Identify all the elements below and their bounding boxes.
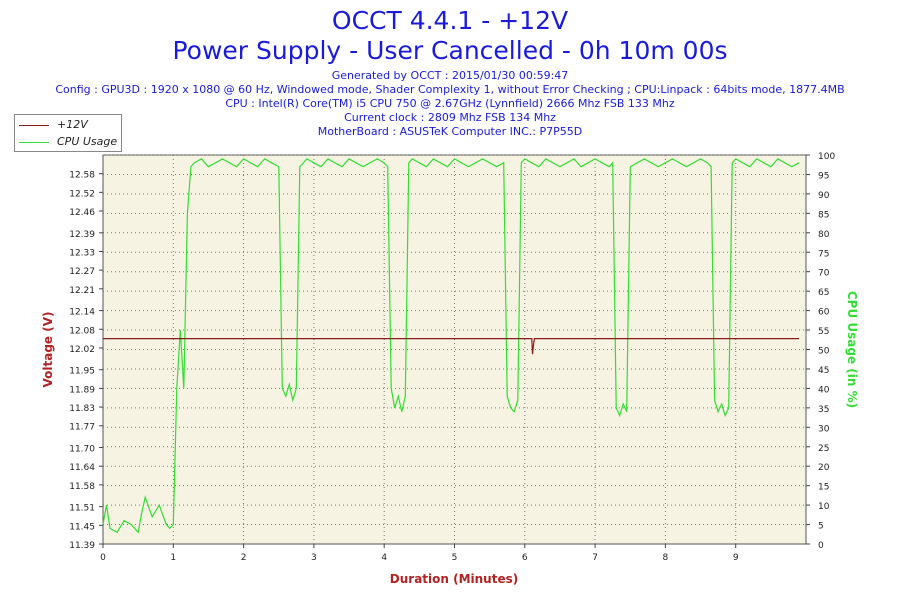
legend-swatch-voltage (19, 125, 49, 126)
y-left-tick-label: 11.83 (69, 404, 95, 414)
legend: +12V CPU Usage (14, 114, 122, 152)
y-left-tick-label: 12.27 (69, 267, 95, 277)
info-line-motherboard: MotherBoard : ASUSTeK Computer INC.: P7P… (317, 125, 583, 138)
y-right-tick-label: 60 (818, 308, 830, 318)
y-right-tick-label: 70 (818, 269, 830, 279)
y-left-tick-label: 12.39 (69, 230, 95, 240)
chart-title: OCCT 4.4.1 - +12V (331, 6, 569, 35)
y-right-tick-label: 0 (818, 541, 824, 551)
y-right-tick-label: 55 (818, 327, 829, 337)
y-left-tick-label: 11.64 (69, 463, 95, 473)
y-right-tick-label: 45 (818, 366, 829, 376)
y-right-tick-label: 90 (818, 191, 830, 201)
y-left-axis-label: Voltage (V) (41, 312, 55, 388)
y-right-tick-label: 30 (818, 424, 830, 434)
x-tick-label: 8 (663, 553, 669, 563)
x-tick-label: 9 (733, 553, 739, 563)
y-right-tick-label: 100 (818, 152, 835, 162)
x-tick-label: 5 (452, 553, 458, 563)
y-right-axis-label: CPU Usage (in %) (845, 291, 859, 408)
y-right-tick-label: 85 (818, 210, 829, 220)
series-line-cpu-usage (102, 158, 800, 534)
y-right-tick-label: 50 (818, 347, 830, 357)
y-left-tick-label: 12.14 (69, 308, 95, 318)
plot-area (102, 154, 807, 545)
series-line-voltage (103, 338, 799, 355)
y-right-tick-label: 20 (818, 463, 830, 473)
x-tick-label: 2 (241, 553, 247, 563)
y-left-tick-label: 11.58 (69, 482, 95, 492)
info-line-cpu: CPU : Intel(R) Core(TM) i5 CPU 750 @ 2.6… (225, 97, 675, 110)
y-left-tick-label: 11.89 (69, 385, 95, 395)
x-tick-label: 7 (592, 553, 598, 563)
y-left-tick-label: 11.70 (69, 445, 95, 455)
y-right-tick-label: 75 (818, 249, 829, 259)
y-left-tick-label: 12.46 (69, 208, 95, 218)
y-left-tick-label: 12.08 (69, 326, 95, 336)
legend-label-voltage: +12V (57, 118, 88, 131)
y-left-tick-label: 12.58 (69, 171, 95, 181)
y-left-tick-label: 12.21 (69, 286, 95, 296)
x-tick-label: 0 (100, 553, 106, 563)
y-right-tick-label: 95 (818, 171, 829, 181)
y-left-tick-label: 12.33 (69, 248, 95, 258)
info-line-generated: Generated by OCCT : 2015/01/30 00:59:47 (331, 69, 569, 82)
info-line-clock: Current clock : 2809 Mhz FSB 134 Mhz (344, 111, 556, 124)
chart-subtitle: Power Supply - User Cancelled - 0h 10m 0… (172, 36, 728, 65)
y-right-tick-label: 5 (818, 522, 824, 532)
x-tick-label: 1 (170, 553, 176, 563)
y-right-tick-label: 35 (818, 405, 829, 415)
x-axis-label: Duration (Minutes) (390, 572, 518, 586)
y-left-tick-label: 11.51 (69, 504, 95, 514)
y-right-tick-label: 15 (818, 483, 829, 493)
y-right-tick-label: 25 (818, 444, 829, 454)
y-right-tick-label: 40 (818, 385, 830, 395)
y-left-tick-label: 11.77 (69, 423, 95, 433)
legend-label-cpu-usage: CPU Usage (57, 135, 118, 148)
y-left-tick-label: 11.39 (69, 541, 95, 551)
y-left-tick-label: 12.52 (69, 189, 95, 199)
y-right-tick-label: 65 (818, 288, 829, 298)
y-left-tick-label: 12.02 (69, 345, 95, 355)
y-right-tick-label: 80 (818, 230, 830, 240)
y-left-tick-label: 11.95 (69, 367, 95, 377)
y-right-tick-label: 10 (818, 502, 830, 512)
legend-swatch-cpu-usage (19, 142, 49, 143)
y-left-tick-label: 11.45 (69, 522, 95, 532)
info-line-config: Config : GPU3D : 1920 x 1080 @ 60 Hz, Wi… (55, 83, 845, 96)
x-tick-label: 3 (311, 553, 317, 563)
x-tick-label: 6 (522, 553, 528, 563)
x-tick-label: 4 (381, 553, 387, 563)
